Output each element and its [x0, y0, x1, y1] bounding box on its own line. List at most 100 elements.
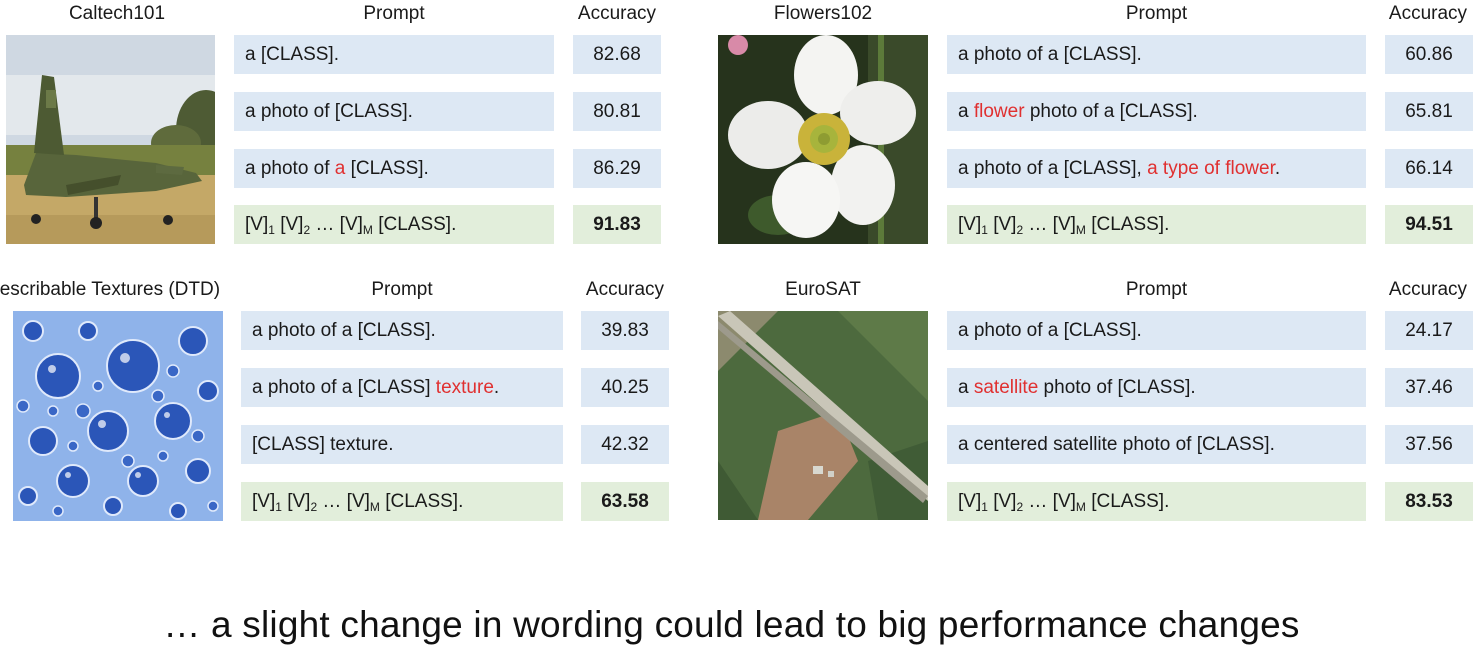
highlighted-word: a [334, 157, 346, 179]
accuracy-cell: 39.83 [581, 311, 669, 350]
prompt-text: a satellite photo of [CLASS]. [958, 377, 1196, 399]
prompt-cell: a photo of a [CLASS]. [241, 311, 563, 350]
prompt-header: Prompt [1125, 279, 1188, 300]
prompt-segment: . [1274, 157, 1281, 179]
subscript: 2 [310, 499, 318, 514]
prompt-segment: [V] [252, 490, 276, 512]
prompt-segment: [CLASS]. [1085, 213, 1170, 235]
prompt-segment: [V] [987, 213, 1017, 235]
accuracy-header: Accuracy [585, 279, 665, 300]
best-accuracy-cell: 63.58 [581, 482, 669, 521]
learned-prompt-cell: [V]1 [V]2 … [V]M [CLASS]. [947, 205, 1366, 244]
prompt-segment: [V] [958, 213, 982, 235]
accuracy-cell: 37.56 [1385, 425, 1473, 464]
prompt-segment: [V] [245, 213, 269, 235]
accuracy-cell: 37.46 [1385, 368, 1473, 407]
fighter-jet-image [6, 35, 215, 244]
prompt-segment: a [CLASS]. [245, 43, 339, 65]
accuracy-cell: 82.68 [573, 35, 661, 74]
prompt-segment: photo of [CLASS]. [1038, 376, 1196, 398]
subscript: 1 [981, 499, 988, 514]
prompt-cell: a photo of a [CLASS] texture. [241, 368, 563, 407]
best-accuracy-cell: 91.83 [573, 205, 661, 244]
prompt-segment: … [V] [310, 213, 363, 235]
accuracy-cell: 40.25 [581, 368, 669, 407]
dataset-title: EuroSAT [785, 279, 861, 300]
satellite-image [718, 311, 928, 520]
accuracy-cell: 65.81 [1385, 92, 1473, 131]
prompt-segment: a photo of a [CLASS] [252, 376, 436, 398]
prompt-segment: a photo of [CLASS]. [245, 100, 413, 122]
prompt-segment: a photo of a [CLASS]. [958, 43, 1142, 65]
dataset-title: Flowers102 [773, 3, 873, 24]
prompt-segment: a centered satellite photo of [CLASS]. [958, 433, 1275, 455]
prompt-cell: a photo of a [CLASS]. [947, 35, 1366, 74]
prompt-segment: a photo of a [CLASS], [958, 157, 1148, 179]
accuracy-cell: 24.17 [1385, 311, 1473, 350]
subscript: 1 [268, 222, 275, 237]
prompt-text: [V]1 [V]2 … [V]M [CLASS]. [958, 491, 1169, 513]
accuracy-cell: 66.14 [1385, 149, 1473, 188]
accuracy-cell: 42.32 [581, 425, 669, 464]
accuracy-header: Accuracy [1388, 3, 1468, 24]
accuracy-header: Accuracy [577, 3, 657, 24]
prompt-segment: [V] [281, 490, 311, 512]
prompt-text: [V]1 [V]2 … [V]M [CLASS]. [245, 214, 456, 236]
slide-caption: … a slight change in wording could lead … [163, 604, 1300, 645]
best-accuracy-cell: 83.53 [1385, 482, 1473, 521]
prompt-text: a photo of [CLASS]. [245, 101, 413, 123]
accuracy-header: Accuracy [1388, 279, 1468, 300]
prompt-text: [CLASS] texture. [252, 434, 394, 456]
prompt-segment: … [V] [317, 490, 370, 512]
prompt-segment: [CLASS]. [1085, 490, 1170, 512]
highlighted-word: satellite [973, 376, 1039, 398]
prompt-text: a photo of a [CLASS], a type of flower. [958, 158, 1280, 180]
accuracy-cell: 60.86 [1385, 35, 1473, 74]
prompt-segment: a photo of [245, 157, 335, 179]
prompt-segment: photo of a [CLASS]. [1024, 100, 1198, 122]
prompt-segment: [CLASS] texture. [252, 433, 394, 455]
prompt-segment: [V] [987, 490, 1017, 512]
learned-prompt-cell: [V]1 [V]2 … [V]M [CLASS]. [241, 482, 563, 521]
prompt-cell: a [CLASS]. [234, 35, 554, 74]
prompt-cell: a satellite photo of [CLASS]. [947, 368, 1366, 407]
prompt-cell: a flower photo of a [CLASS]. [947, 92, 1366, 131]
highlighted-word: a type of flower [1147, 157, 1275, 179]
prompt-cell: a photo of a [CLASS]. [947, 311, 1366, 350]
prompt-header: Prompt [363, 3, 425, 24]
subscript: 1 [275, 499, 282, 514]
accuracy-cell: 86.29 [573, 149, 661, 188]
prompt-text: a centered satellite photo of [CLASS]. [958, 434, 1275, 456]
prompt-text: a photo of a [CLASS] texture. [252, 377, 499, 399]
prompt-text: a photo of a [CLASS]. [245, 158, 429, 180]
prompt-text: a photo of a [CLASS]. [958, 44, 1142, 66]
learned-prompt-cell: [V]1 [V]2 … [V]M [CLASS]. [947, 482, 1366, 521]
white-flower-image [718, 35, 928, 244]
prompt-cell: [CLASS] texture. [241, 425, 563, 464]
highlighted-word: flower [973, 100, 1025, 122]
subscript: 2 [303, 222, 311, 237]
prompt-text: [V]1 [V]2 … [V]M [CLASS]. [252, 491, 463, 513]
prompt-segment: a [958, 100, 974, 122]
subscript: M [362, 222, 373, 237]
prompt-segment: a photo of a [CLASS]. [958, 319, 1142, 341]
prompt-segment: a [958, 376, 974, 398]
prompt-text: a photo of a [CLASS]. [252, 320, 436, 342]
prompt-text: a flower photo of a [CLASS]. [958, 101, 1198, 123]
prompt-segment: [CLASS]. [345, 157, 429, 179]
subscript: M [369, 499, 380, 514]
prompt-cell: a photo of a [CLASS]. [234, 149, 554, 188]
dataset-title: Describable Textures (DTD) [0, 279, 221, 300]
subscript: 1 [981, 222, 988, 237]
subscript: M [1075, 499, 1086, 514]
prompt-text: [V]1 [V]2 … [V]M [CLASS]. [958, 214, 1169, 236]
accuracy-cell: 80.81 [573, 92, 661, 131]
prompt-segment: … [V] [1023, 213, 1076, 235]
prompt-segment: [V] [274, 213, 304, 235]
prompt-cell: a centered satellite photo of [CLASS]. [947, 425, 1366, 464]
highlighted-word: texture [435, 376, 494, 398]
water-droplets-texture-image [13, 311, 223, 521]
subscript: M [1075, 222, 1086, 237]
prompt-segment: [CLASS]. [372, 213, 457, 235]
prompt-header: Prompt [1125, 3, 1188, 24]
